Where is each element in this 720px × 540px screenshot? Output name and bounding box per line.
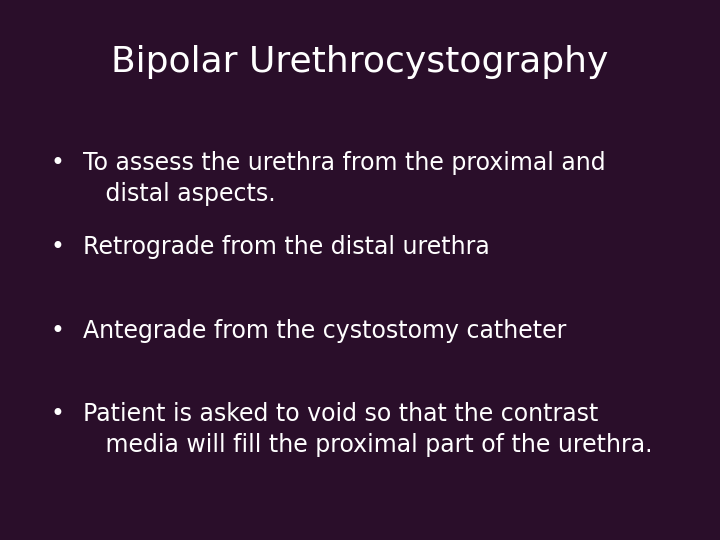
Text: •: • [50,402,64,426]
Text: •: • [50,319,64,342]
Text: Bipolar Urethrocystography: Bipolar Urethrocystography [112,45,608,79]
Text: Antegrade from the cystostomy catheter: Antegrade from the cystostomy catheter [83,319,566,342]
Text: To assess the urethra from the proximal and
   distal aspects.: To assess the urethra from the proximal … [83,151,606,206]
Text: Patient is asked to void so that the contrast
   media will fill the proximal pa: Patient is asked to void so that the con… [83,402,652,457]
Text: •: • [50,151,64,175]
Text: •: • [50,235,64,259]
Text: Retrograde from the distal urethra: Retrograde from the distal urethra [83,235,490,259]
